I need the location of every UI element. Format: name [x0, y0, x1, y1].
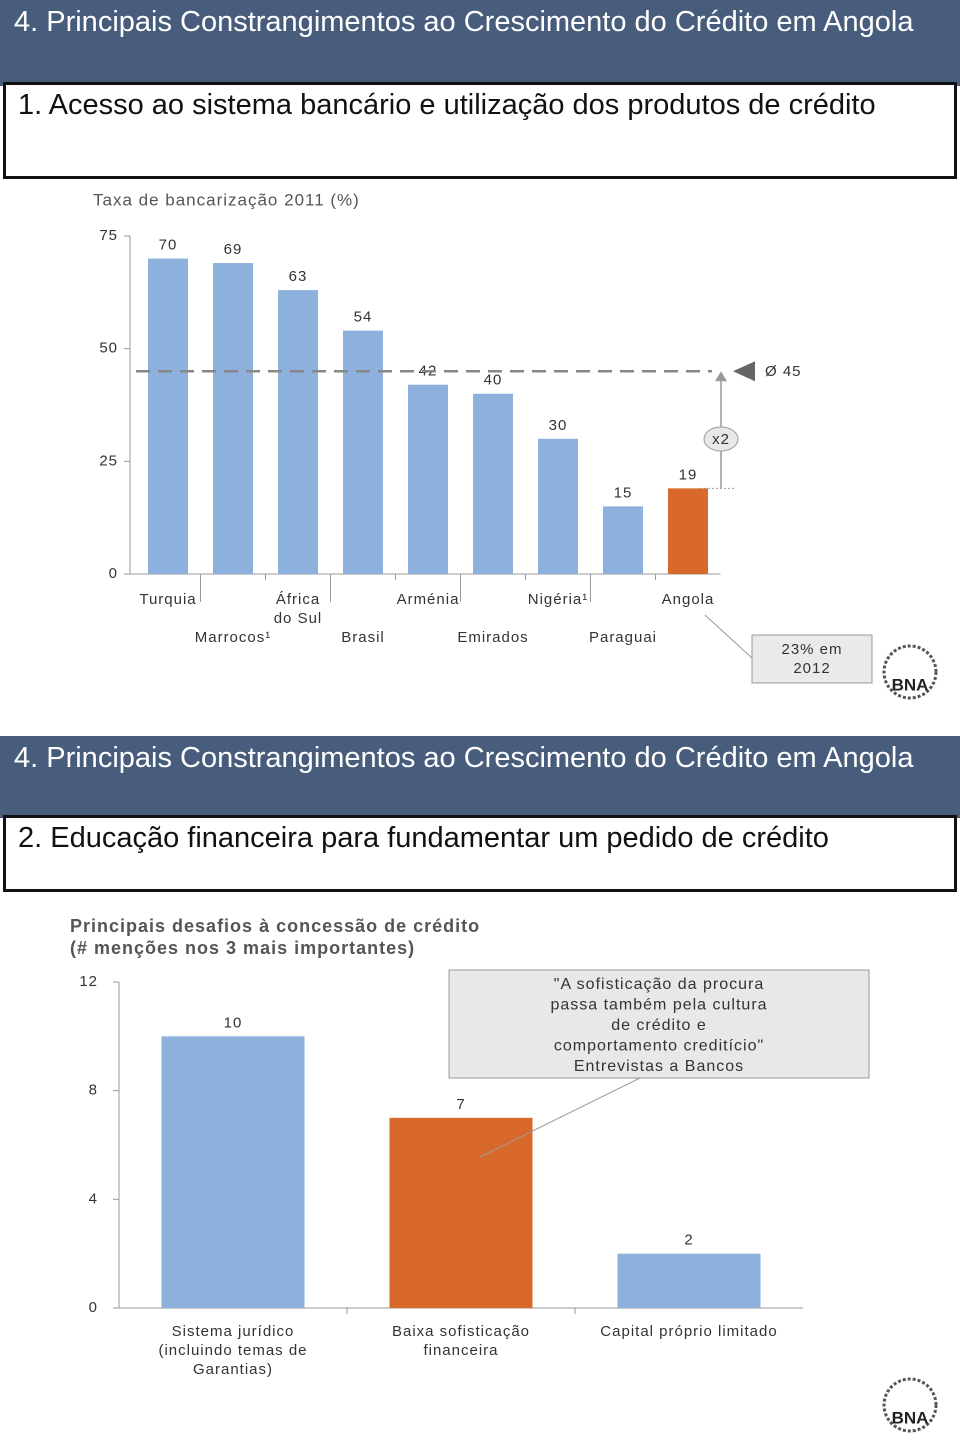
value-label: 19 — [679, 466, 698, 483]
arrow-head — [715, 371, 727, 382]
x-tick-label: Nigéria¹ — [528, 591, 589, 608]
x-tick-label: Turquia — [139, 591, 196, 608]
logo: BNA — [892, 675, 929, 694]
x-tick-label: Sistema jurídico (incluindo temas de Garan… — [158, 1323, 307, 1378]
annotation: x2 — [712, 431, 730, 448]
header-text: 4. Principais Constrangimentos ao Cresci… — [14, 6, 914, 38]
annotation-bubble — [703, 426, 739, 452]
value-label: 54 — [354, 309, 373, 326]
x-tick-label: Paraguai — [589, 629, 657, 646]
bar — [389, 1117, 533, 1308]
header-text: 4. Principais Constrangimentos ao Cresci… — [14, 742, 914, 774]
bar — [617, 1253, 761, 1308]
reference-marker — [733, 361, 755, 382]
bar — [161, 1036, 305, 1308]
annotation: 23% em 2012 — [781, 641, 842, 677]
callout-line — [479, 1077, 641, 1158]
bar — [473, 393, 513, 574]
annotation: de crédito e — [611, 1017, 707, 1034]
x-tick-label: Arménia — [397, 591, 460, 608]
y-tick-label: 25 — [99, 452, 118, 469]
bar — [408, 384, 448, 574]
y-tick-label: 0 — [109, 565, 118, 582]
value-label: 63 — [289, 268, 308, 285]
value-label: 2 — [684, 1232, 693, 1249]
bar — [148, 258, 188, 574]
bar — [668, 488, 708, 574]
bar — [603, 506, 643, 574]
value-label: 70 — [159, 237, 178, 254]
bar — [538, 438, 578, 574]
x-tick-label: Brasil — [341, 629, 385, 646]
annotation: Entrevistas a Bancos — [574, 1058, 744, 1075]
value-label: 10 — [224, 1014, 243, 1031]
chart-title: Principais desafios à concessão de crédi… — [70, 916, 480, 936]
y-tick-label: 0 — [89, 1299, 98, 1316]
x-tick-label: Baixa sofisticação financeira — [392, 1323, 530, 1359]
x-tick-label: Marrocos¹ — [195, 629, 272, 646]
slide-header: 4. Principais Constrangimentos ao Cresci… — [0, 0, 960, 86]
annotation-box — [448, 969, 870, 1079]
chart-title: Taxa de bancarização 2011 (%) — [93, 190, 360, 209]
annotation: comportamento creditício" — [554, 1038, 764, 1055]
logo-ring — [882, 1377, 938, 1433]
y-tick-label: 75 — [99, 227, 118, 244]
value-label: 15 — [614, 484, 633, 501]
y-tick-label: 4 — [89, 1190, 98, 1207]
value-label: 30 — [549, 417, 568, 434]
reference-label: Ø 45 — [765, 363, 802, 380]
value-label: 69 — [224, 241, 243, 258]
annotation: "A sofisticação da procura — [554, 976, 764, 993]
annotation: passa também pela cultura — [550, 997, 767, 1014]
chart-subtitle: (# menções nos 3 mais importantes) — [70, 938, 415, 958]
x-tick-label: Capital próprio limitado — [600, 1323, 777, 1340]
callout-line — [704, 614, 753, 659]
annotation-box — [751, 634, 873, 684]
value-label: 7 — [456, 1096, 465, 1113]
logo: BNA — [892, 1408, 929, 1427]
y-tick-label: 50 — [99, 340, 118, 357]
x-tick-label: Emirados — [457, 629, 528, 646]
y-tick-label: 12 — [79, 973, 98, 990]
slide-subheader: 1. Acesso ao sistema bancário e utilizaç… — [3, 82, 957, 179]
bar — [343, 330, 383, 574]
x-tick-label: Angola — [662, 591, 715, 608]
slide-subheader: 2. Educação financeira para fundamentar … — [3, 815, 957, 892]
logo-ring — [882, 644, 938, 700]
x-tick-label: África do Sul — [274, 591, 323, 627]
bar — [213, 263, 253, 574]
bar — [278, 290, 318, 574]
slide-header: 4. Principais Constrangimentos ao Cresci… — [0, 736, 960, 818]
value-label: 40 — [484, 372, 503, 389]
y-tick-label: 8 — [89, 1082, 98, 1099]
